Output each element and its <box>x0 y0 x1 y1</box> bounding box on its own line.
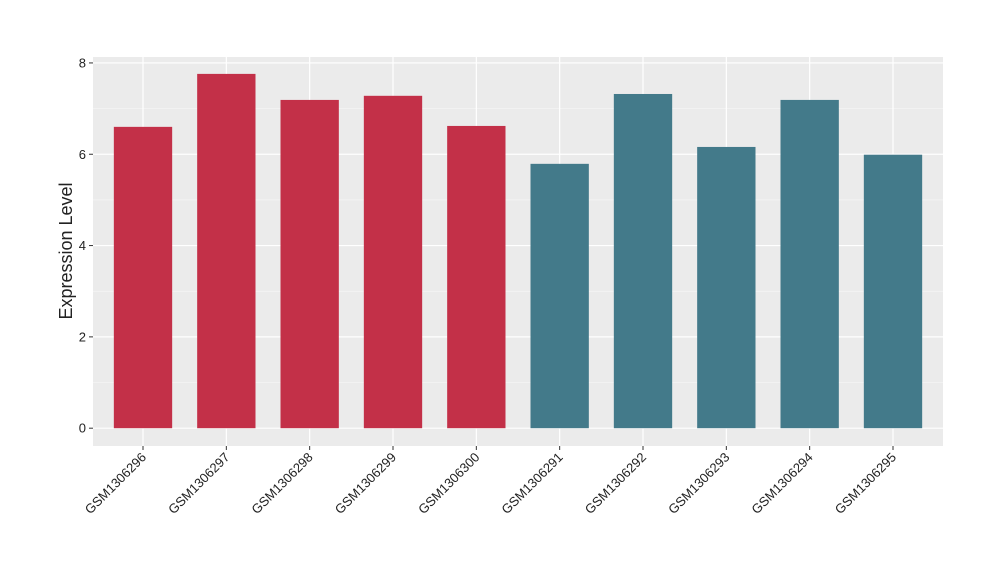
bar <box>280 99 339 429</box>
bar <box>363 95 423 429</box>
x-tick-label: GSM1306298 <box>248 450 315 517</box>
x-tick-label: GSM1306296 <box>82 450 149 517</box>
bar <box>697 146 756 429</box>
x-tick-label: GSM1306295 <box>832 450 899 517</box>
bar <box>197 73 256 429</box>
x-tick-label: GSM1306293 <box>665 450 732 517</box>
bar <box>863 154 923 429</box>
y-tick-label: 6 <box>79 147 86 162</box>
bar <box>113 126 173 429</box>
x-tick-label: GSM1306294 <box>748 450 815 517</box>
y-tick-label: 0 <box>79 421 86 436</box>
bar <box>530 163 589 429</box>
x-tick-label: GSM1306292 <box>582 450 649 517</box>
bar <box>780 99 839 429</box>
y-axis-title: Expression Level <box>56 182 76 319</box>
y-tick-label: 2 <box>79 329 86 344</box>
bar <box>447 125 506 429</box>
y-tick-label: 8 <box>79 55 86 70</box>
x-tick-label: GSM1306300 <box>415 450 482 517</box>
x-tick-label: GSM1306291 <box>498 450 565 517</box>
bar <box>613 93 673 429</box>
x-tick-label: GSM1306297 <box>165 450 232 517</box>
y-tick-label: 4 <box>79 238 86 253</box>
x-tick-label: GSM1306299 <box>332 450 399 517</box>
